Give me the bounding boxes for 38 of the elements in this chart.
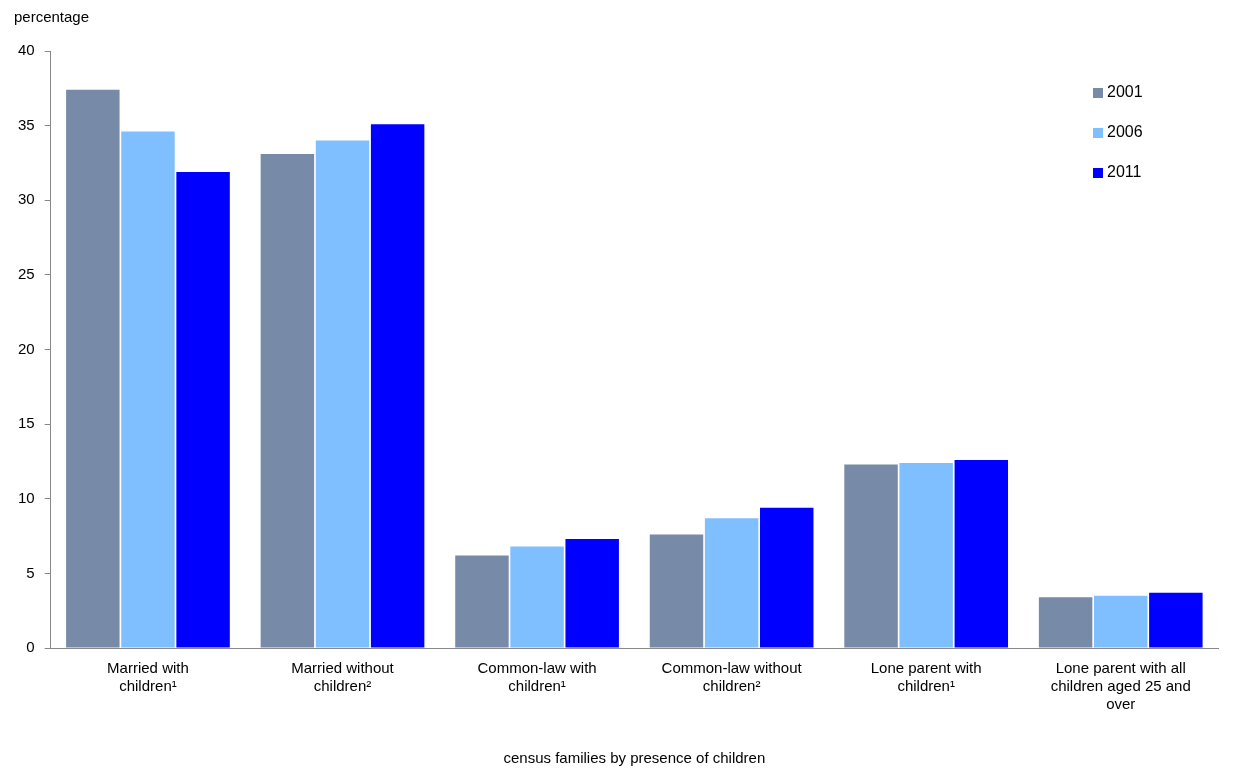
bar <box>565 539 619 648</box>
x-tick-label: Common-law without children² <box>661 659 803 695</box>
bar <box>760 507 814 648</box>
legend-label: 2011 <box>1107 163 1142 181</box>
y-tick-label: 25 <box>18 265 35 283</box>
y-tick-label: 40 <box>18 41 35 59</box>
bar <box>899 462 953 648</box>
bar <box>954 459 1009 648</box>
x-axis-title: census families by presence of children <box>503 749 766 767</box>
bar <box>704 518 759 648</box>
legend-label: 2001 <box>1107 83 1143 101</box>
bar <box>1149 592 1203 648</box>
y-axis-title: percentage <box>14 8 91 27</box>
x-tick-label: Married with children¹ <box>107 659 189 695</box>
x-tick-label: Married without children² <box>291 659 395 695</box>
bar <box>1038 597 1093 648</box>
y-tick-label: 0 <box>26 638 35 656</box>
bar <box>455 555 509 648</box>
bar <box>844 464 898 648</box>
y-tick-label: 10 <box>18 488 35 506</box>
bar <box>510 546 564 648</box>
y-tick-label: 30 <box>18 190 35 208</box>
y-tick-label: 15 <box>18 414 35 432</box>
y-tick-label: 35 <box>18 115 35 133</box>
x-tick-label: Lone parent with children¹ <box>870 659 982 695</box>
y-tick-label: 5 <box>26 563 35 581</box>
bar <box>176 171 230 648</box>
legend-label: 2006 <box>1107 123 1143 141</box>
bar <box>1093 595 1148 648</box>
bar <box>649 534 704 648</box>
bar <box>121 131 175 648</box>
y-tick-label: 20 <box>18 339 35 357</box>
bar <box>315 140 370 648</box>
x-tick-label: Common-law with children¹ <box>477 659 597 695</box>
bar <box>260 153 315 648</box>
bar <box>66 89 120 648</box>
bar <box>370 124 425 648</box>
x-tick-label: Lone parent with all children aged 25 and over <box>1050 659 1191 713</box>
